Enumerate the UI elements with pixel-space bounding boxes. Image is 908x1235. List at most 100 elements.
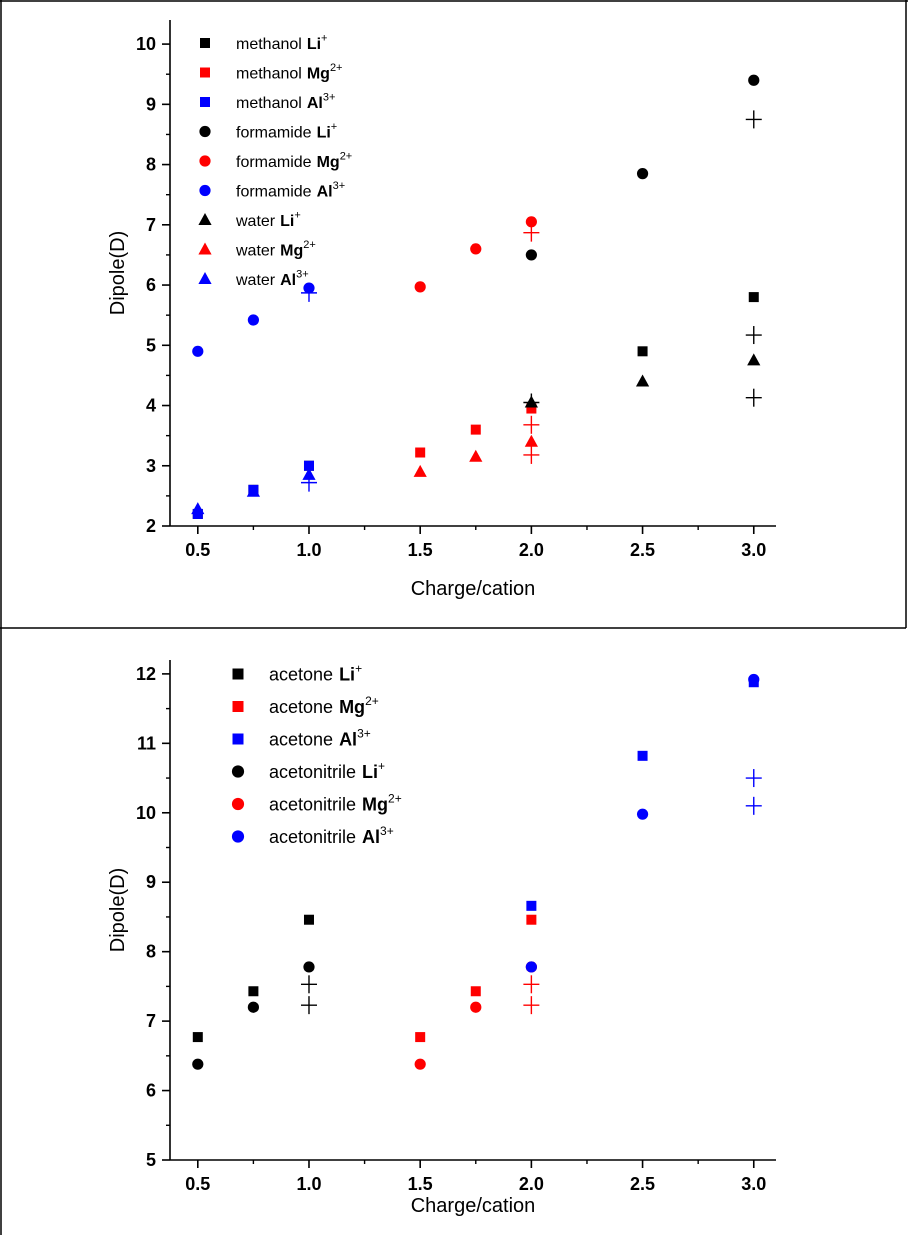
y-axis-title: Dipole(D) bbox=[107, 231, 129, 315]
legend-charge: + bbox=[331, 121, 337, 133]
legend-label: methanol Al3+ bbox=[236, 92, 335, 112]
x-tick-label: 0.5 bbox=[185, 1174, 210, 1194]
legend-charge: 3+ bbox=[380, 824, 394, 838]
y-tick-label: 12 bbox=[136, 664, 156, 684]
data-point bbox=[637, 346, 648, 357]
legend-label: acetone Li+ bbox=[269, 661, 362, 684]
data-point bbox=[415, 447, 426, 458]
x-tick-label: 1.5 bbox=[408, 1174, 433, 1194]
legend-ion: Al bbox=[362, 827, 380, 847]
data-point bbox=[414, 281, 426, 293]
data-point bbox=[635, 374, 650, 387]
legend-charge: 2+ bbox=[330, 62, 343, 74]
plus-marker bbox=[300, 975, 317, 994]
legend-charge: + bbox=[294, 210, 300, 222]
legend-solvent: water bbox=[235, 242, 276, 259]
legend-label: acetonitrile Li+ bbox=[269, 759, 385, 782]
series-acetonitrile-Mg bbox=[414, 961, 537, 1070]
plus-marker bbox=[523, 445, 540, 464]
y-axis-title: Dipole(D) bbox=[107, 868, 129, 952]
legend-item: methanol Li+ bbox=[200, 33, 327, 53]
legend-item: acetone Li+ bbox=[232, 661, 362, 684]
legend-marker bbox=[200, 38, 210, 48]
data-point bbox=[636, 808, 649, 820]
y-tick-label: 6 bbox=[146, 1081, 156, 1101]
data-point bbox=[747, 353, 761, 366]
legend-item: formamide Al3+ bbox=[199, 180, 345, 200]
series-acetone-Al bbox=[526, 677, 759, 911]
data-point bbox=[191, 502, 205, 515]
data-point bbox=[470, 1001, 482, 1013]
legend-ion: Mg bbox=[280, 242, 303, 259]
data-point bbox=[192, 345, 204, 357]
legend-label: formamide Mg2+ bbox=[236, 151, 352, 171]
legend-solvent: acetonitrile bbox=[269, 794, 356, 814]
y-tick-label: 7 bbox=[146, 215, 156, 235]
y-tick-label: 8 bbox=[146, 942, 156, 962]
y-tick-label: 10 bbox=[136, 803, 156, 823]
data-point bbox=[192, 1058, 204, 1070]
legend-marker bbox=[231, 830, 245, 843]
chart-bottom: 0.5 1.0 1.5 2.0 2.5 3.0 5 6 7 8 9 10 11 12 Charge/cati… bbox=[107, 660, 776, 1217]
legend-item: acetonitrile Mg2+ bbox=[231, 791, 402, 814]
series-water-Al bbox=[191, 467, 316, 515]
legend-item: formamide Mg2+ bbox=[199, 151, 352, 171]
legend-ion: Al bbox=[317, 183, 333, 200]
series-acetone-Mg bbox=[415, 914, 537, 1043]
legend-label: water Mg2+ bbox=[235, 239, 316, 259]
y-tick-label: 9 bbox=[146, 872, 156, 892]
legend-charge: + bbox=[321, 33, 327, 45]
legend-solvent: methanol bbox=[236, 65, 302, 82]
data-point bbox=[748, 74, 760, 86]
legend-ion: Li bbox=[280, 213, 294, 230]
legend-marker bbox=[199, 155, 211, 167]
data-point bbox=[247, 314, 259, 326]
legend-charge: 2+ bbox=[365, 694, 379, 708]
plus-markers bbox=[300, 769, 762, 1015]
data-point bbox=[246, 484, 260, 497]
legend-marker bbox=[198, 272, 212, 285]
axes bbox=[169, 660, 776, 1161]
legend-marker bbox=[199, 184, 211, 197]
legend-marker bbox=[231, 797, 245, 811]
data-point bbox=[526, 900, 537, 911]
legend-charge: 2+ bbox=[388, 791, 402, 805]
legend-solvent: acetone bbox=[269, 664, 333, 684]
legend-item: water Al3+ bbox=[198, 269, 309, 289]
data-point bbox=[303, 460, 314, 471]
legend-label: formamide Li+ bbox=[236, 121, 337, 141]
series-formamide-Li bbox=[525, 74, 760, 261]
data-point bbox=[748, 673, 760, 686]
legend-charge: 2+ bbox=[340, 151, 353, 163]
legend-solvent: water bbox=[235, 272, 276, 289]
plus-marker bbox=[300, 996, 317, 1015]
y-tick-label: 3 bbox=[146, 456, 156, 476]
legend-charge: 3+ bbox=[296, 269, 309, 281]
data-point bbox=[748, 292, 759, 303]
legend-marker bbox=[198, 242, 212, 255]
legend-item: water Mg2+ bbox=[198, 239, 316, 259]
legend-solvent: formamide bbox=[236, 154, 312, 171]
legend-label: water Li+ bbox=[235, 210, 301, 230]
legend-ion: Mg bbox=[362, 794, 388, 814]
data-point bbox=[470, 424, 481, 435]
data-point bbox=[303, 961, 315, 973]
y-tick-label: 7 bbox=[146, 1011, 156, 1031]
y-tick-label: 6 bbox=[146, 275, 156, 295]
legend-solvent: water bbox=[235, 213, 276, 230]
data-point bbox=[303, 914, 314, 925]
series-acetonitrile-Li bbox=[192, 961, 315, 1070]
x-tick-label: 0.5 bbox=[185, 540, 210, 560]
legend-ion: Mg bbox=[339, 697, 365, 717]
legend: acetone Li+acetone Mg2+acetone Al3+acetonit… bbox=[231, 661, 402, 847]
data-point bbox=[525, 249, 537, 261]
x-tick-label: 2.5 bbox=[630, 540, 655, 560]
plus-marker bbox=[745, 326, 762, 345]
legend-marker bbox=[232, 733, 244, 745]
legend-charge: + bbox=[355, 661, 362, 675]
data-point bbox=[303, 282, 315, 294]
legend-label: acetonitrile Al3+ bbox=[269, 824, 394, 847]
legend-ion: Mg bbox=[317, 154, 340, 171]
x-tick-label: 2.0 bbox=[519, 540, 544, 560]
